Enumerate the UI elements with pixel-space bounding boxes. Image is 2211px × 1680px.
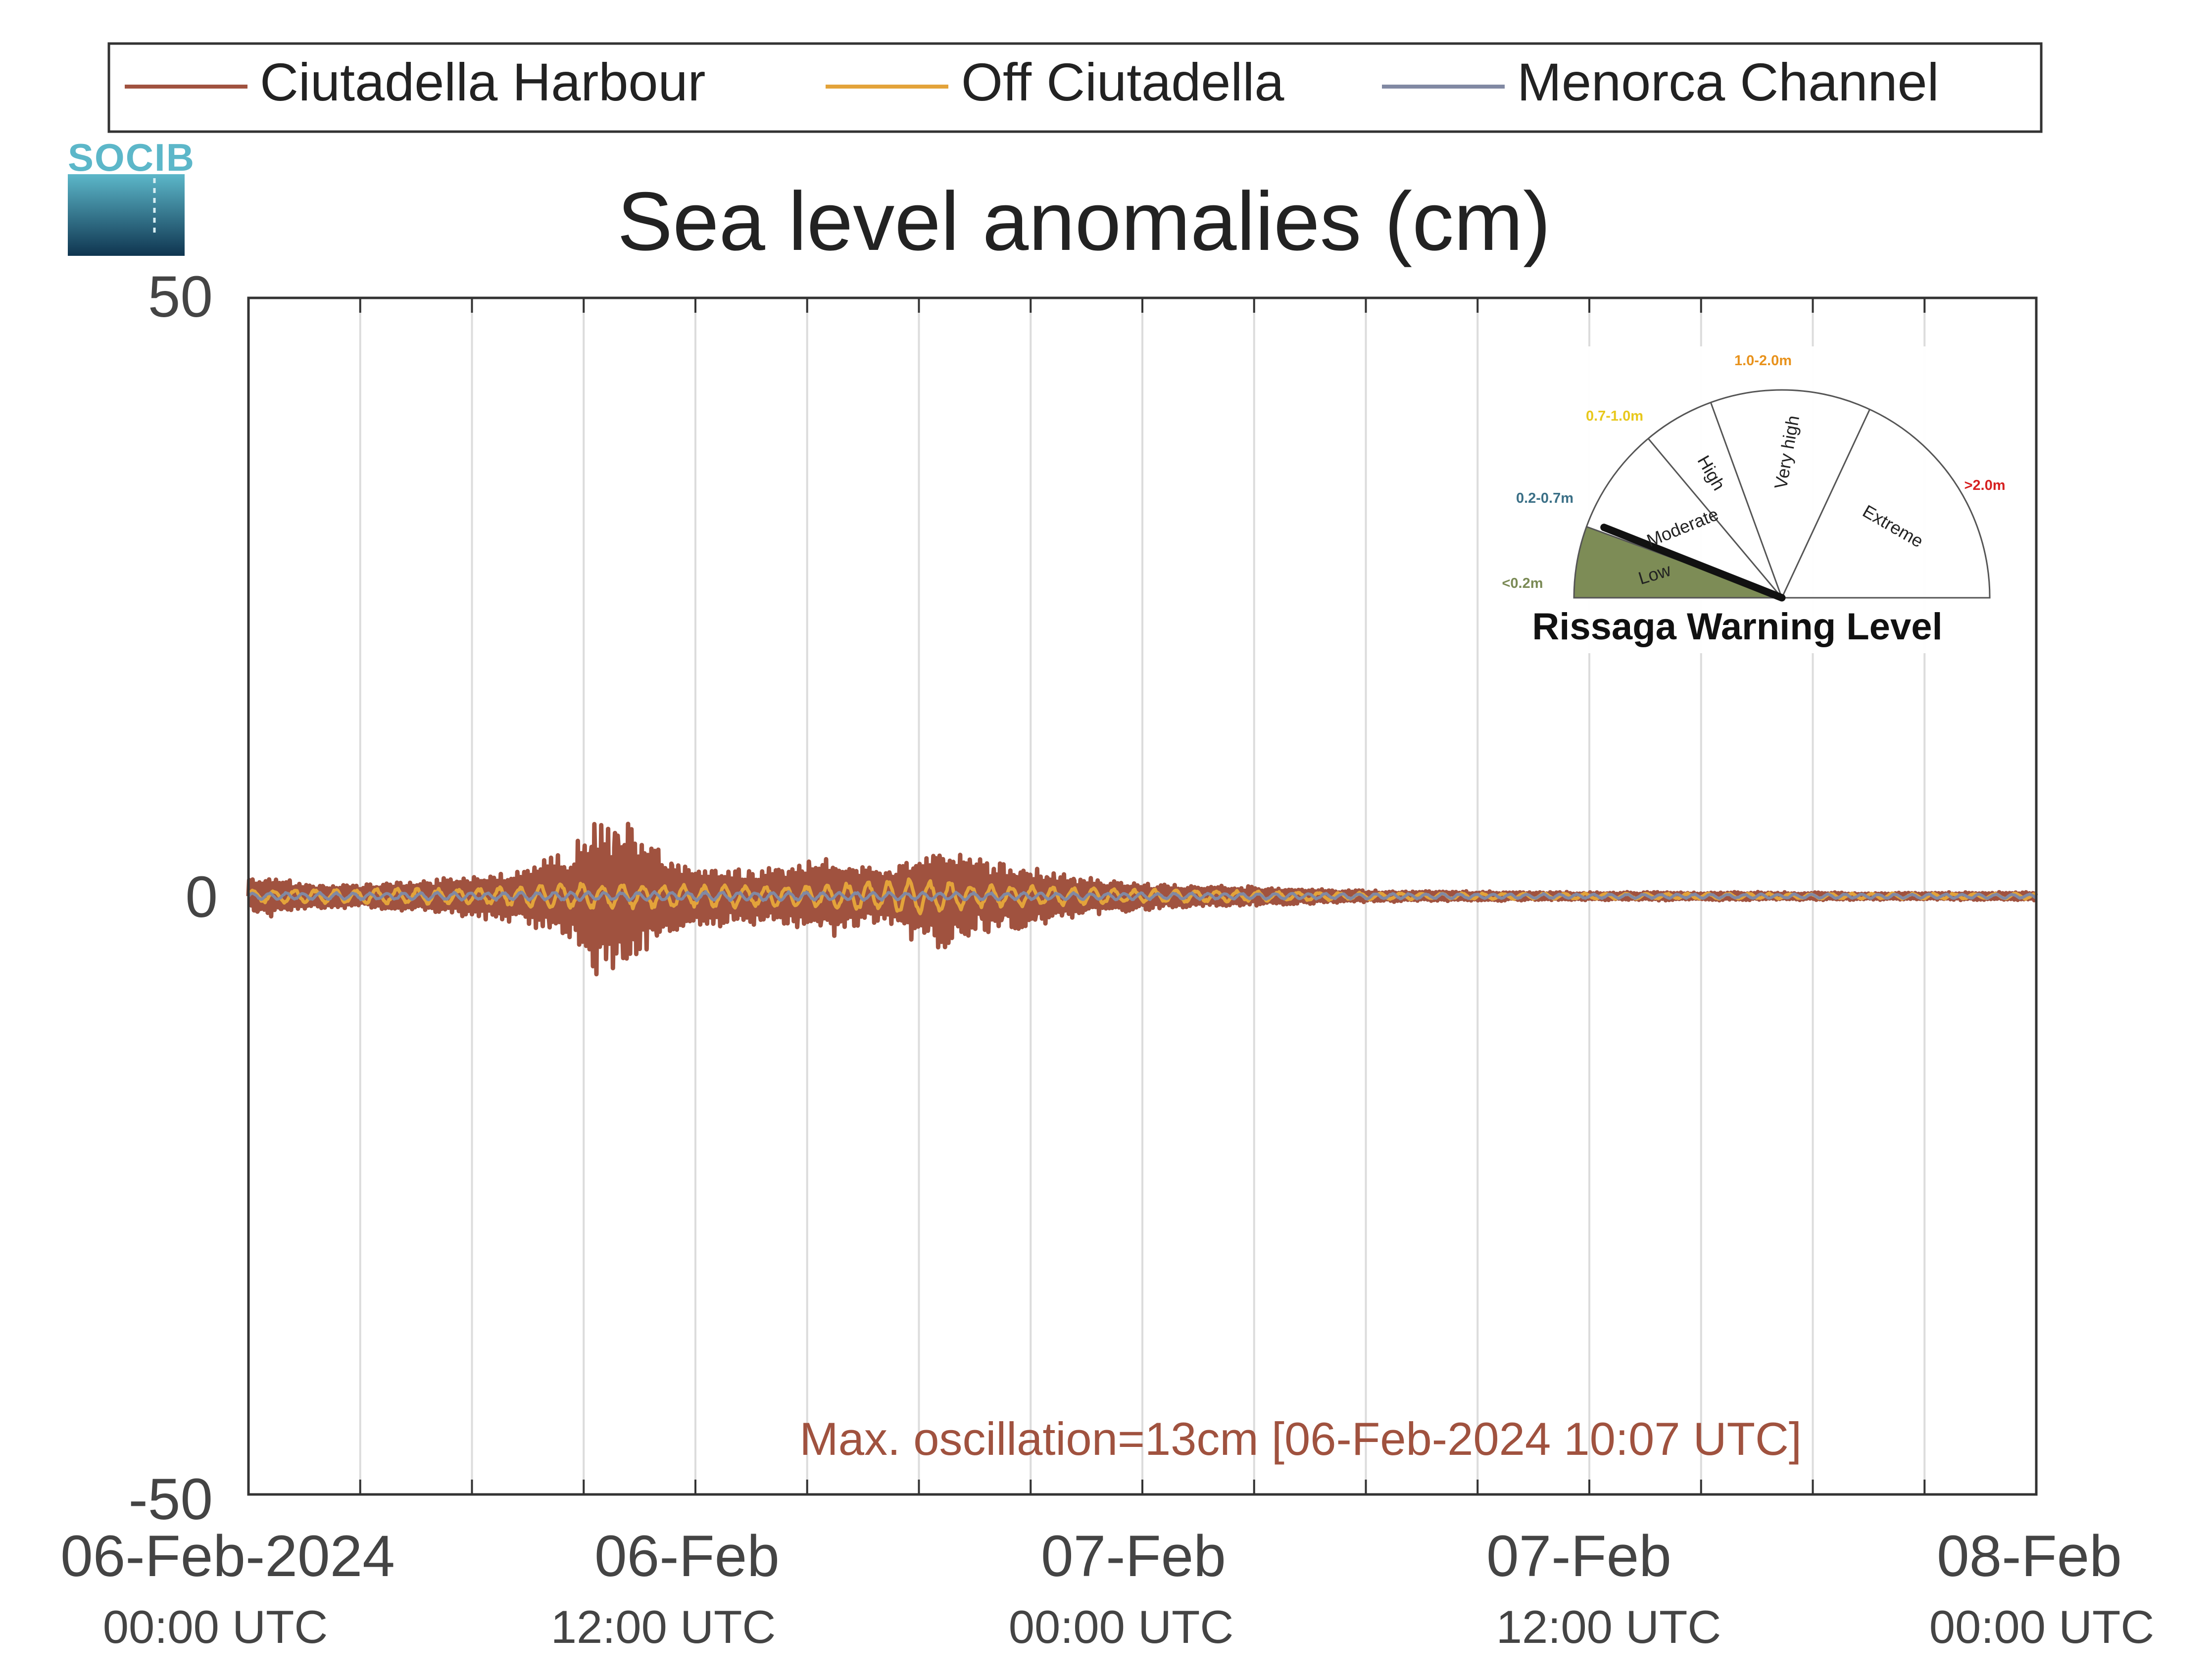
series-line-menorca-channel — [247, 890, 2037, 903]
x-tick-date: 06-Feb-2024 — [60, 1524, 395, 1589]
series-line-ciutadella-harbour — [246, 821, 2038, 977]
legend-label-ciutadella-harbour: Ciutadella Harbour — [260, 52, 706, 112]
x-tick-date: 07-Feb — [1486, 1524, 1671, 1589]
socib-logo: SOCIB — [68, 136, 195, 256]
x-tick-date: 06-Feb — [594, 1524, 780, 1589]
x-tick-time: 12:00 UTC — [1496, 1601, 1721, 1653]
gauge-needle — [1600, 524, 1786, 602]
gauge-title: Rissaga Warning Level — [1532, 606, 1942, 648]
y-tick-label: 50 — [148, 264, 213, 330]
rissaga-warning-gauge: Low Moderate High Very high Extreme <0.2… — [1500, 346, 2014, 653]
legend-label-off-ciutadella: Off Ciutadella — [961, 52, 1284, 112]
x-tick-time: 12:00 UTC — [551, 1601, 776, 1653]
x-tick-marks — [359, 298, 1926, 1494]
gauge-range-low: <0.2m — [1502, 576, 1543, 591]
gauge-arc — [1573, 389, 1991, 599]
gauge-range-high: 0.7-1.0m — [1586, 408, 1643, 424]
chart-title: Sea level anomalies (cm) — [617, 175, 1551, 268]
gauge-divider — [1781, 409, 1870, 598]
gauge-range-moderate: 0.2-0.7m — [1516, 490, 1573, 506]
y-tick-label: 0 — [185, 864, 218, 930]
y-tick-label: -50 — [128, 1467, 213, 1532]
legend: Ciutadella Harbour Off Ciutadella Menorc… — [107, 42, 2043, 133]
gauge-divider — [1710, 402, 1783, 598]
gauge-range-extreme: >2.0m — [1964, 478, 2005, 493]
x-tick-date: 07-Feb — [1041, 1524, 1226, 1589]
x-tick-time: 00:00 UTC — [1009, 1601, 1234, 1653]
gauge-background — [1500, 346, 2014, 653]
legend-label-menorca-channel: Menorca Channel — [1517, 52, 1939, 112]
socib-logo-text: SOCIB — [68, 136, 195, 179]
series-group — [246, 821, 2038, 977]
x-tick-date: 08-Feb — [1937, 1524, 2122, 1589]
max-oscillation-annotation: Max. oscillation=13cm [06-Feb-2024 10:07… — [799, 1413, 1802, 1465]
x-tick-time: 00:00 UTC — [1929, 1601, 2155, 1653]
socib-logo-block — [68, 174, 185, 256]
legend-box — [107, 42, 2043, 133]
gauge-range-very-high: 1.0-2.0m — [1734, 353, 1792, 369]
gauge-divider — [1647, 438, 1783, 598]
x-tick-time: 00:00 UTC — [103, 1601, 328, 1653]
x-axis-labels: 06-Feb-2024 00:00 UTC 06-Feb 12:00 UTC 0… — [60, 1524, 2154, 1653]
